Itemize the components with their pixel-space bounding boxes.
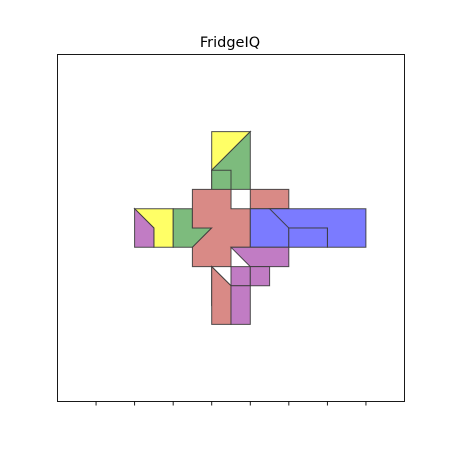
piece-red-right-top[interactable]	[249, 188, 290, 210]
piece-blue-bar-bottom[interactable]	[288, 227, 328, 248]
piece-purple-bottom-l[interactable]	[249, 266, 271, 287]
board-frame	[57, 54, 405, 402]
game-title: FridgeIQ	[200, 35, 260, 51]
piece-red-bottom[interactable]	[211, 265, 232, 325]
ticks-layer	[95, 401, 367, 406]
piece-purple-left[interactable]	[134, 207, 155, 248]
pieces-layer	[133, 130, 367, 325]
piece-purple-bottom-r[interactable]	[230, 285, 251, 325]
